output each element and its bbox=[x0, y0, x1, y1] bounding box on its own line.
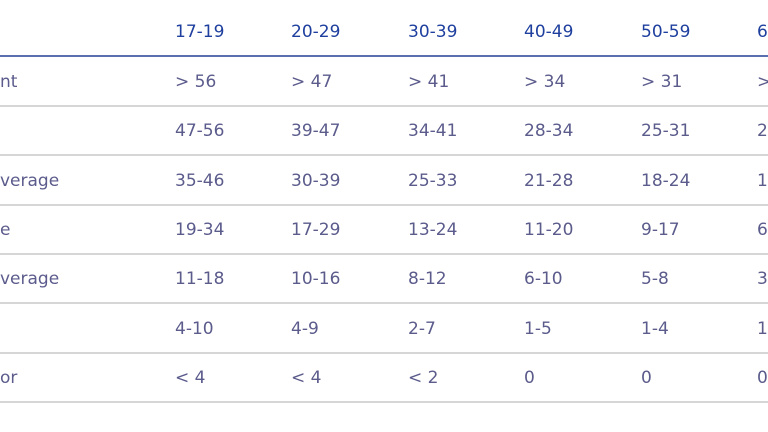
table-row: verage 11-18 10-16 8-12 6-10 5-8 3 bbox=[0, 254, 768, 305]
table-cell: 13-24 bbox=[408, 219, 458, 240]
row-label: verage bbox=[0, 170, 60, 191]
table-row: verage 35-46 30-39 25-33 21-28 18-24 1 bbox=[0, 156, 768, 206]
table-cell: 0 bbox=[641, 367, 652, 388]
table-cell: 2 bbox=[757, 121, 768, 142]
header-cell-40-49: 40-49 bbox=[524, 22, 574, 42]
table-cell: 30-39 bbox=[291, 170, 341, 191]
table-row: e 19-34 17-29 13-24 11-20 9-17 6 bbox=[0, 205, 768, 255]
table-cell: < 2 bbox=[408, 367, 439, 388]
table-cell: 10-16 bbox=[291, 269, 341, 290]
table-cell: 25-31 bbox=[641, 121, 691, 142]
table-cell: 28-34 bbox=[524, 121, 574, 142]
table-cell: 21-28 bbox=[524, 170, 574, 191]
table-cell: 8-12 bbox=[408, 269, 447, 290]
table-row: nt > 56 > 47 > 41 > 34 > 31 > bbox=[0, 57, 768, 107]
table-cell: 4-10 bbox=[175, 318, 214, 339]
table-cell: 4-9 bbox=[291, 318, 319, 339]
table-cell: 11-20 bbox=[524, 219, 574, 240]
table-cell: < 4 bbox=[175, 367, 206, 388]
table-cell: 5-8 bbox=[641, 269, 669, 290]
table-cell: 18-24 bbox=[641, 170, 691, 191]
table-cell: > bbox=[757, 72, 768, 92]
table-cell: 17-29 bbox=[291, 219, 341, 240]
header-cell-60: 6 bbox=[757, 22, 768, 42]
table-cell: 19-34 bbox=[175, 219, 225, 240]
table-cell: 1-4 bbox=[641, 318, 669, 339]
table-cell: 25-33 bbox=[408, 170, 458, 191]
table-cell: 6 bbox=[757, 219, 768, 240]
table-row: or < 4 < 4 < 2 0 0 0 bbox=[0, 353, 768, 403]
table-cell: > 34 bbox=[524, 72, 566, 92]
table-cell: 6-10 bbox=[524, 269, 563, 290]
table-cell: 11-18 bbox=[175, 269, 225, 290]
table-cell: > 47 bbox=[291, 72, 333, 92]
header-cell-50-59: 50-59 bbox=[641, 22, 691, 42]
table-cell: 35-46 bbox=[175, 170, 225, 191]
header-cell-30-39: 30-39 bbox=[408, 22, 458, 42]
table-cell: 3 bbox=[757, 269, 768, 290]
table-cell: 1 bbox=[757, 318, 768, 339]
table-header-row: 17-19 20-29 30-39 40-49 50-59 6 bbox=[0, 0, 768, 57]
table-cell: 47-56 bbox=[175, 121, 225, 142]
table-cell: 1-5 bbox=[524, 318, 552, 339]
table-cell: 2-7 bbox=[408, 318, 436, 339]
row-label: verage bbox=[0, 269, 60, 290]
table-cell: 39-47 bbox=[291, 121, 341, 142]
row-label: or bbox=[0, 367, 18, 388]
table-row: 4-10 4-9 2-7 1-5 1-4 1 bbox=[0, 304, 768, 354]
table-cell: 9-17 bbox=[641, 219, 680, 240]
header-cell-17-19: 17-19 bbox=[175, 22, 225, 42]
table-cell: 1 bbox=[757, 170, 768, 191]
table-cell: 34-41 bbox=[408, 121, 458, 142]
table-cell: < 4 bbox=[291, 367, 322, 388]
row-label: e bbox=[0, 219, 11, 240]
table-cell: > 56 bbox=[175, 72, 217, 92]
table-row: 47-56 39-47 34-41 28-34 25-31 2 bbox=[0, 106, 768, 157]
table-cell: 0 bbox=[524, 367, 535, 388]
row-label: nt bbox=[0, 72, 18, 92]
header-cell-20-29: 20-29 bbox=[291, 22, 341, 42]
table-cell: > 41 bbox=[408, 72, 450, 92]
table-cell: > 31 bbox=[641, 72, 683, 92]
table-cell: 0 bbox=[757, 367, 768, 388]
